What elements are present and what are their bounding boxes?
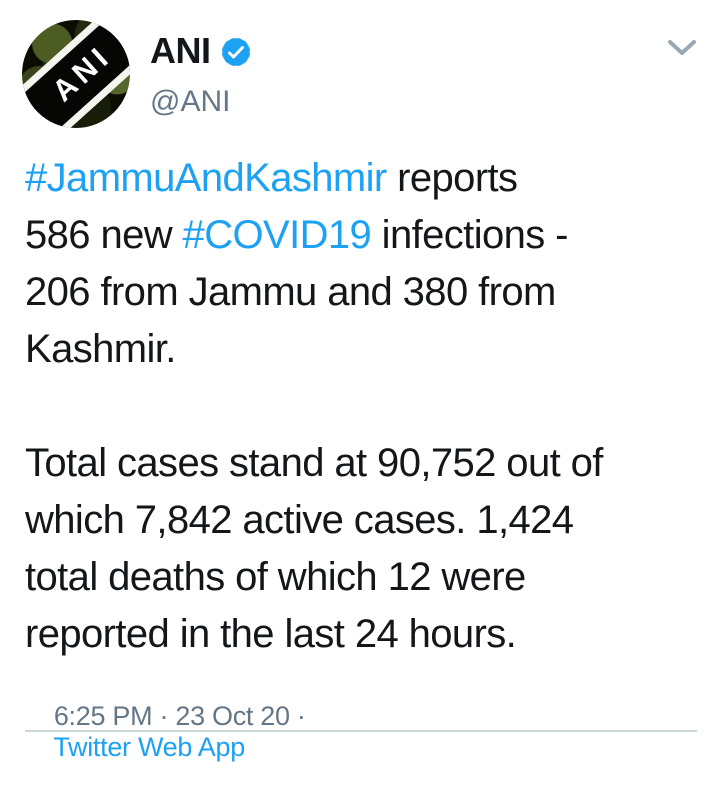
text-segment: Kashmir. <box>25 327 176 371</box>
avatar-logo-text: ANI <box>46 39 119 109</box>
text-segment: reports <box>386 156 518 200</box>
hashtag-link[interactable]: #JammuAndKashmir <box>25 156 387 200</box>
tweet-line: Total cases stand at 90,752 out of <box>25 435 715 492</box>
checkmark-icon <box>227 46 244 59</box>
collapse-thread-button[interactable] <box>664 32 700 64</box>
text-segment: 586 new <box>25 213 183 257</box>
tweet-paragraph: Total cases stand at 90,752 out of which … <box>25 435 715 663</box>
text-segment: infections - <box>371 213 569 257</box>
user-handle[interactable]: @ANI <box>150 85 231 118</box>
verified-badge-icon <box>219 35 252 69</box>
text-segment: 206 from Jammu and 380 from <box>25 270 556 314</box>
tweet-line: 586 new #COVID19 infections - <box>25 207 715 264</box>
text-segment: reported in the last 24 hours. <box>25 612 517 656</box>
tweet-card: ANI ANI @ANI #JammuAndKashmir reports 586… <box>22 20 715 762</box>
tweet-meta: 6:25 PM · 23 Oct 20 · Twitter Web App <box>25 670 313 794</box>
timestamp: 6:25 PM · 23 Oct 20 · <box>53 701 313 731</box>
chevron-down-icon <box>668 40 696 55</box>
hashtag-link[interactable]: #COVID19 <box>182 213 372 257</box>
tweet-line: total deaths of which 12 were <box>25 549 715 606</box>
avatar[interactable]: ANI <box>22 20 130 128</box>
tweet-line: reported in the last 24 hours. <box>25 606 715 663</box>
user-info: ANI @ANI <box>150 30 252 119</box>
text-segment: Total cases stand at 90,752 out of <box>25 441 603 485</box>
display-name[interactable]: ANI <box>150 30 211 71</box>
display-name-row[interactable]: ANI <box>150 30 252 72</box>
tweet-line: #JammuAndKashmir reports <box>25 150 715 207</box>
text-segment: which 7,842 active cases. 1,424 <box>25 498 574 542</box>
tweet-line: Kashmir. <box>25 321 715 378</box>
tweet-line: 206 from Jammu and 380 from <box>25 264 715 321</box>
text-segment: total deaths of which 12 were <box>25 555 526 599</box>
tweet-paragraph: #JammuAndKashmir reports 586 new #COVID19… <box>25 150 715 378</box>
divider <box>25 730 697 732</box>
source-link[interactable]: Twitter Web App <box>53 732 245 762</box>
tweet-line: which 7,842 active cases. 1,424 <box>25 492 715 549</box>
avatar-logo: ANI <box>22 20 130 128</box>
tweet-text: #JammuAndKashmir reports 586 new #COVID19… <box>25 150 715 663</box>
